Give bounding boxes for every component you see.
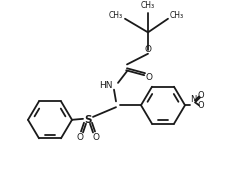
Text: S: S — [84, 115, 91, 125]
Text: O: O — [197, 91, 204, 100]
Text: O: O — [197, 101, 204, 110]
Text: CH₃: CH₃ — [169, 11, 183, 20]
Text: HN: HN — [99, 81, 113, 90]
Text: O: O — [92, 133, 99, 142]
Text: CH₃: CH₃ — [108, 11, 122, 20]
Text: O: O — [144, 45, 151, 54]
Text: O: O — [76, 133, 83, 142]
Text: N: N — [189, 95, 195, 104]
Text: O: O — [145, 73, 152, 82]
Text: CH₃: CH₃ — [140, 1, 154, 10]
